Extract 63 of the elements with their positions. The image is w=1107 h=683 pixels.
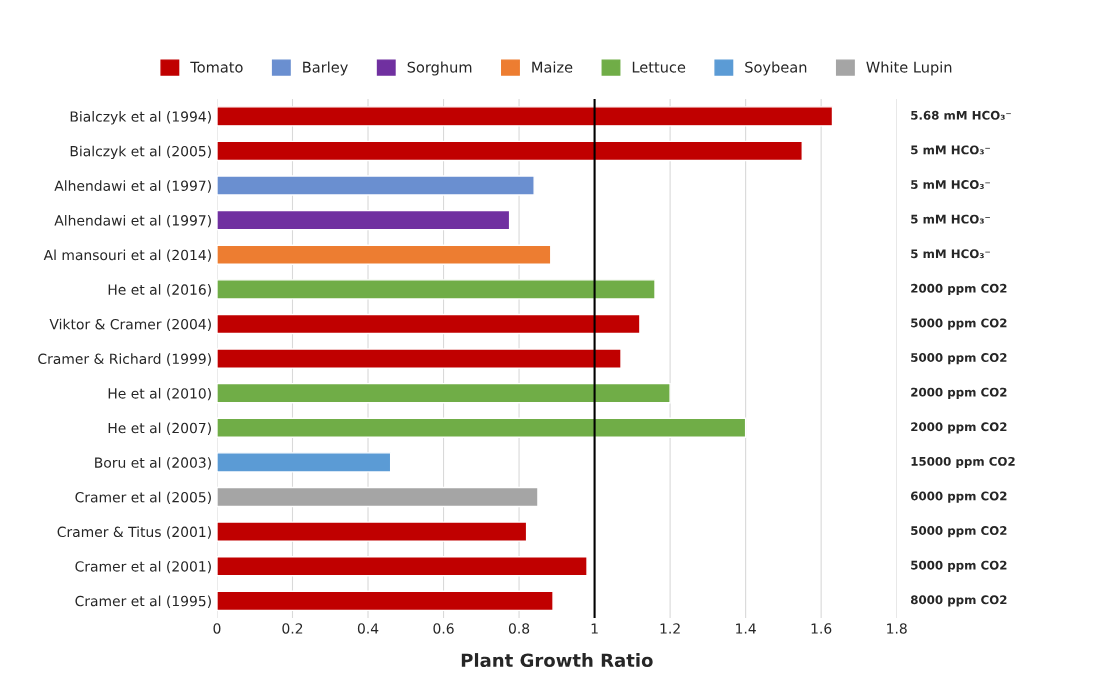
legend-label: Maize	[532, 61, 573, 73]
bar	[216, 313, 641, 335]
bar	[216, 279, 656, 300]
x-axis-title: Plant Growth Ratio	[461, 653, 653, 668]
legend-label: White Lupin	[866, 61, 952, 76]
bar	[216, 417, 747, 438]
bar	[216, 590, 554, 612]
text: 5 mM HCO₃⁻	[911, 180, 990, 189]
y-tick-label: Cramer & Titus (2001)	[57, 526, 211, 539]
legend-label: Sorghum	[407, 61, 472, 76]
y-tick-label: Cramer & Richard (1999)	[38, 353, 211, 366]
y-tick-label: He et al (2007)	[108, 422, 211, 435]
x-tick-label: 1.2	[660, 623, 680, 634]
x-tick-label: 1.6	[811, 623, 832, 634]
y-tick-label: Al mansouri et al (2014)	[43, 249, 211, 262]
x-tick-label: 1.4	[736, 623, 756, 634]
text: 2000 ppm CO2	[911, 387, 1007, 399]
x-tick-label: 0.6	[433, 623, 454, 634]
bar	[216, 209, 511, 231]
text: 2000 ppm CO2	[911, 283, 1007, 296]
text: 5.68 mM HCO₃⁻	[911, 110, 1011, 120]
bar	[216, 382, 671, 404]
text: 5000 ppm CO2	[911, 318, 1007, 330]
x-tick-label: 0.4	[357, 623, 379, 634]
y-tick-label: Viktor & Cramer (2004)	[49, 318, 211, 332]
legend-label: Lettuce	[632, 61, 686, 73]
y-tick-label: Bialczyk et al (1994)	[70, 111, 211, 125]
text: 8000 ppm CO2	[910, 595, 1007, 607]
legend-label: Tomato	[190, 61, 243, 73]
x-tick-label: 0	[213, 623, 221, 634]
text: 5000 ppm CO2	[911, 526, 1007, 538]
text: 5 mM HCO₃⁻	[911, 145, 990, 155]
bar	[216, 348, 622, 369]
x-tick-label: 0.8	[508, 623, 530, 634]
y-tick-label: Cramer et al (1995)	[75, 595, 211, 608]
bar	[216, 486, 539, 508]
text: 5 mM HCO₃⁻	[911, 249, 990, 259]
x-tick-label: 1	[591, 623, 598, 634]
bar	[216, 521, 528, 542]
bar	[216, 140, 803, 162]
text: 5 mM HCO₃⁻	[911, 214, 990, 224]
y-tick-label: Alhendawi et al (1997)	[54, 214, 211, 228]
text: 5000 ppm CO2	[911, 560, 1007, 572]
y-tick-label: He et al (2010)	[108, 387, 211, 401]
y-tick-label: Cramer et al (2001)	[75, 560, 211, 574]
y-tick-label: Boru et al (2003)	[95, 457, 211, 470]
y-tick-label: Cramer et al (2005)	[75, 491, 211, 505]
text: 15000 ppm CO2	[911, 456, 1015, 469]
bar	[216, 452, 392, 473]
y-tick-label: He et al (2016)	[108, 284, 211, 297]
text: 5000 ppm CO2	[911, 353, 1007, 365]
text: 2000 ppm CO2	[911, 422, 1007, 434]
y-tick-label: Bialczyk et al (2005)	[70, 145, 211, 160]
legend-label: Soybean	[745, 61, 807, 76]
x-tick-label: 0.2	[282, 623, 303, 634]
bar	[216, 106, 834, 127]
legend-label: Barley	[303, 61, 348, 76]
y-tick-label: Alhendawi et al (1997)	[54, 180, 211, 193]
bar	[216, 244, 552, 265]
bar	[216, 555, 588, 577]
text: 6000 ppm CO2	[911, 491, 1007, 503]
x-tick-label: 1.8	[887, 623, 907, 634]
bar	[216, 175, 535, 196]
